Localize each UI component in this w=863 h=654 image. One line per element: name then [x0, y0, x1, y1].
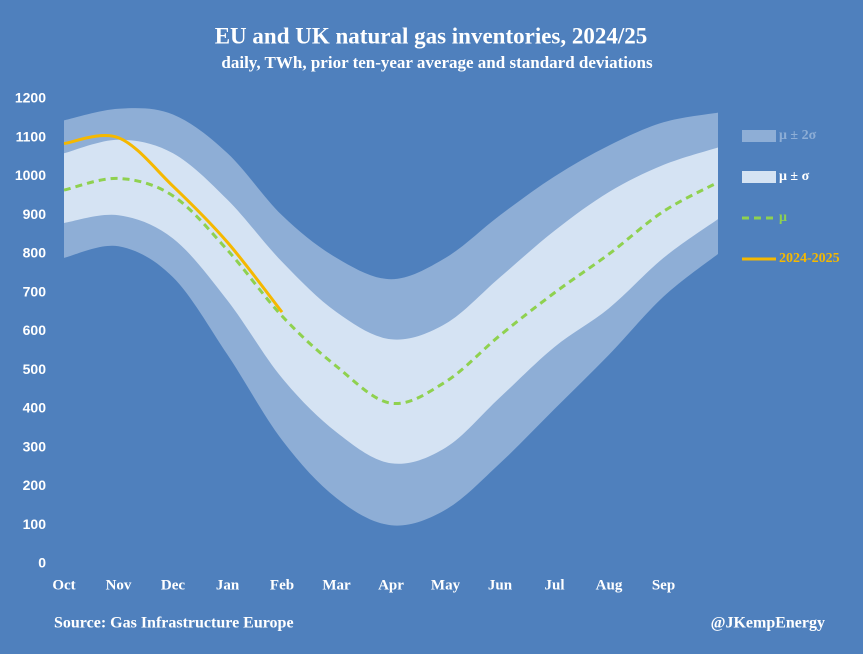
y-tick-label: 600 — [23, 322, 47, 338]
x-tick-label: Apr — [378, 577, 404, 593]
plot: 0 100 200 300 400 500 600 700 800 900 1000 1100 1200… — [15, 90, 840, 594]
legend-swatch — [742, 130, 776, 142]
chart-title: EU and UK natural gas inventories, 2024/… — [215, 23, 648, 48]
x-tick-label: Aug — [596, 577, 623, 593]
legend-label: μ ± σ — [779, 169, 810, 184]
legend-swatch — [742, 171, 776, 183]
y-tick-label: 1000 — [15, 167, 46, 183]
band — [64, 139, 718, 464]
y-tick-label: 500 — [23, 361, 47, 377]
y-tick-label: 1200 — [15, 90, 46, 106]
line — [63, 176, 719, 405]
x-tick-label: Jul — [544, 577, 564, 593]
legend-label: μ ± 2σ — [779, 128, 817, 143]
x-tick-label: Jun — [488, 577, 513, 593]
y-tick-label: 300 — [23, 438, 47, 454]
legend-label: μ — [779, 210, 787, 225]
x-tick-label: Nov — [106, 577, 132, 593]
x-tick-label: Jan — [216, 577, 240, 593]
x-tick-label: Feb — [270, 577, 294, 593]
line — [63, 134, 284, 314]
y-tick-label: 0 — [38, 555, 46, 571]
chart-subtitle: daily, TWh, prior ten-year average and s… — [221, 53, 653, 72]
y-tick-label: 100 — [23, 516, 47, 532]
y-tick-label: 900 — [23, 206, 47, 222]
x-tick-label: Sep — [652, 577, 675, 593]
y-tick-label: 200 — [23, 477, 47, 493]
x-tick-label: Oct — [52, 577, 75, 593]
credit: @JKempEnergy — [711, 615, 825, 632]
y-tick-label: 800 — [23, 245, 47, 261]
y-tick-label: 1100 — [16, 128, 47, 144]
x-tick-label: Dec — [161, 577, 185, 593]
y-tick-label: 700 — [23, 283, 47, 299]
legend-label: 2024-2025 — [779, 251, 840, 266]
x-tick-label: May — [431, 577, 461, 593]
source: Source: Gas Infrastructure Europe — [54, 615, 294, 632]
x-tick-label: Mar — [322, 577, 351, 593]
y-tick-label: 400 — [23, 400, 47, 416]
